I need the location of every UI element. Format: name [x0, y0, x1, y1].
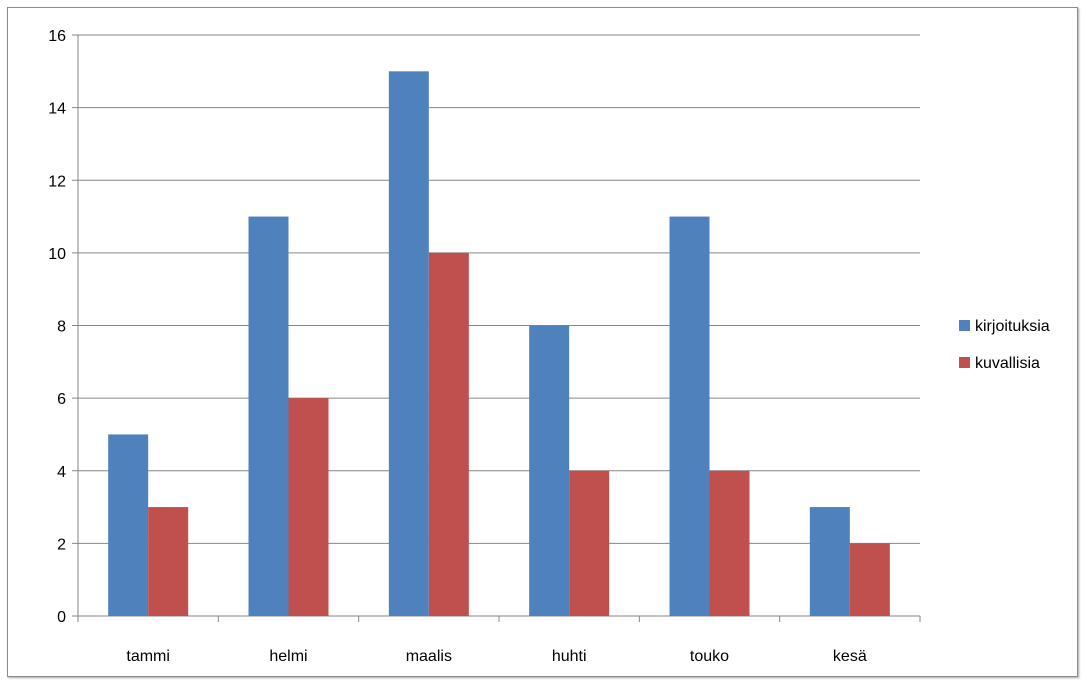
- bar-kirjoituksia-helmi: [248, 216, 289, 616]
- y-tick-label: 16: [48, 28, 66, 45]
- y-tick-label: 8: [57, 319, 66, 336]
- legend-swatch-kirjoituksia: [959, 320, 970, 331]
- bar-kuvallisia-touko: [709, 470, 750, 616]
- y-tick-label: 0: [57, 609, 66, 626]
- bar-kirjoituksia-huhti: [529, 325, 570, 616]
- gridlines: [78, 34, 920, 544]
- bars: [108, 71, 890, 616]
- x-tick-label: maalis: [406, 648, 452, 665]
- bar-kuvallisia-tammi: [148, 507, 189, 616]
- bar-kuvallisia-kesä: [849, 543, 890, 616]
- bar-kuvallisia-helmi: [288, 398, 329, 616]
- bar-kirjoituksia-touko: [669, 216, 710, 616]
- legend-label-kirjoituksia: kirjoituksia: [975, 318, 1050, 335]
- legend-label-kuvallisia: kuvallisia: [975, 355, 1040, 372]
- bar-kirjoituksia-tammi: [108, 434, 149, 616]
- bar-kuvallisia-maalis: [428, 252, 469, 616]
- y-tick-labels: 0 2 4 6 8 10 12 14 16: [48, 28, 66, 626]
- x-tick-label: tammi: [126, 648, 170, 665]
- legend: kirjoituksia kuvallisia: [959, 318, 1050, 372]
- axes: [72, 34, 921, 622]
- bar-kuvallisia-huhti: [569, 470, 610, 616]
- y-tick-label: 4: [57, 464, 66, 481]
- y-tick-label: 6: [57, 391, 66, 408]
- legend-swatch-kuvallisia: [959, 357, 970, 368]
- y-tick-label: 2: [57, 536, 66, 553]
- y-tick-label: 10: [48, 246, 66, 263]
- x-tick-label: huhti: [552, 648, 587, 665]
- y-tick-label: 12: [48, 173, 66, 190]
- x-tick-label: kesä: [833, 648, 867, 665]
- x-tick-labels: tammi helmi maalis huhti touko kesä: [126, 648, 866, 665]
- bar-kirjoituksia-kesä: [809, 507, 850, 616]
- y-tick-label: 14: [48, 101, 66, 118]
- x-tick-label: helmi: [269, 648, 307, 665]
- bar-kirjoituksia-maalis: [388, 71, 429, 616]
- x-tick-label: touko: [690, 648, 729, 665]
